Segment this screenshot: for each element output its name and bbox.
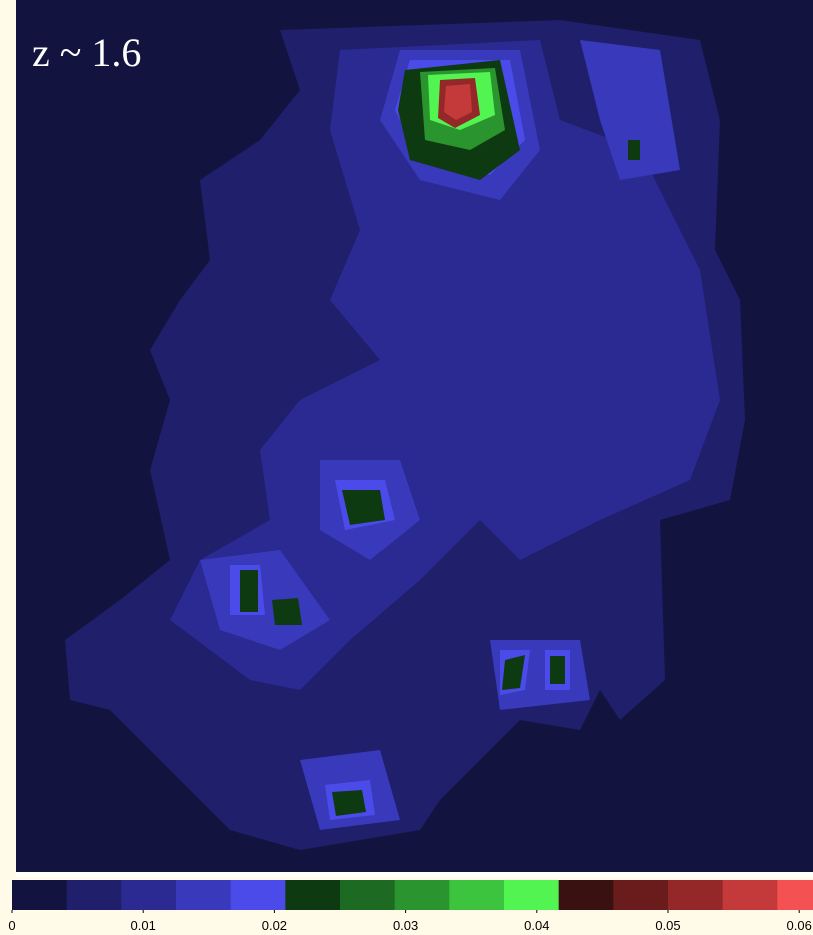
colorbar-swatch <box>285 880 341 910</box>
colorbar-swatch <box>558 880 614 910</box>
level-13 <box>444 84 472 120</box>
colorbar: 0 0.01 0.02 0.03 0.04 0.05 0.06 <box>8 880 813 933</box>
colorbar-swatch <box>394 880 450 910</box>
x-tick-label: 0.03 <box>393 918 418 933</box>
density-map: z ~ 1.6 <box>16 0 813 872</box>
x-tick-label: 0.04 <box>524 918 549 933</box>
colorbar-swatch <box>12 880 68 910</box>
level-3 <box>200 40 680 830</box>
colorbar-swatch <box>722 880 778 910</box>
level-2 <box>170 40 720 690</box>
colorbar-swatch <box>121 880 177 910</box>
colorbar-swatch <box>230 880 286 910</box>
separator <box>16 872 813 877</box>
x-tick-label: 0.06 <box>787 918 812 933</box>
colorbar-swatch <box>504 880 560 910</box>
colorbar-swatch <box>449 880 505 910</box>
colorbar-swatch <box>340 880 396 910</box>
x-tick-label: 0 <box>8 918 15 933</box>
colorbar-swatch <box>777 880 813 910</box>
colorbar-swatch <box>176 880 232 910</box>
colorbar-swatch <box>668 880 724 910</box>
colorbar-swatch <box>613 880 669 910</box>
chart-title: z ~ 1.6 <box>32 30 141 75</box>
colorbar-swatch <box>66 880 122 910</box>
x-tick-label: 0.01 <box>131 918 156 933</box>
x-tick-label: 0.05 <box>655 918 680 933</box>
x-tick-label: 0.02 <box>262 918 287 933</box>
